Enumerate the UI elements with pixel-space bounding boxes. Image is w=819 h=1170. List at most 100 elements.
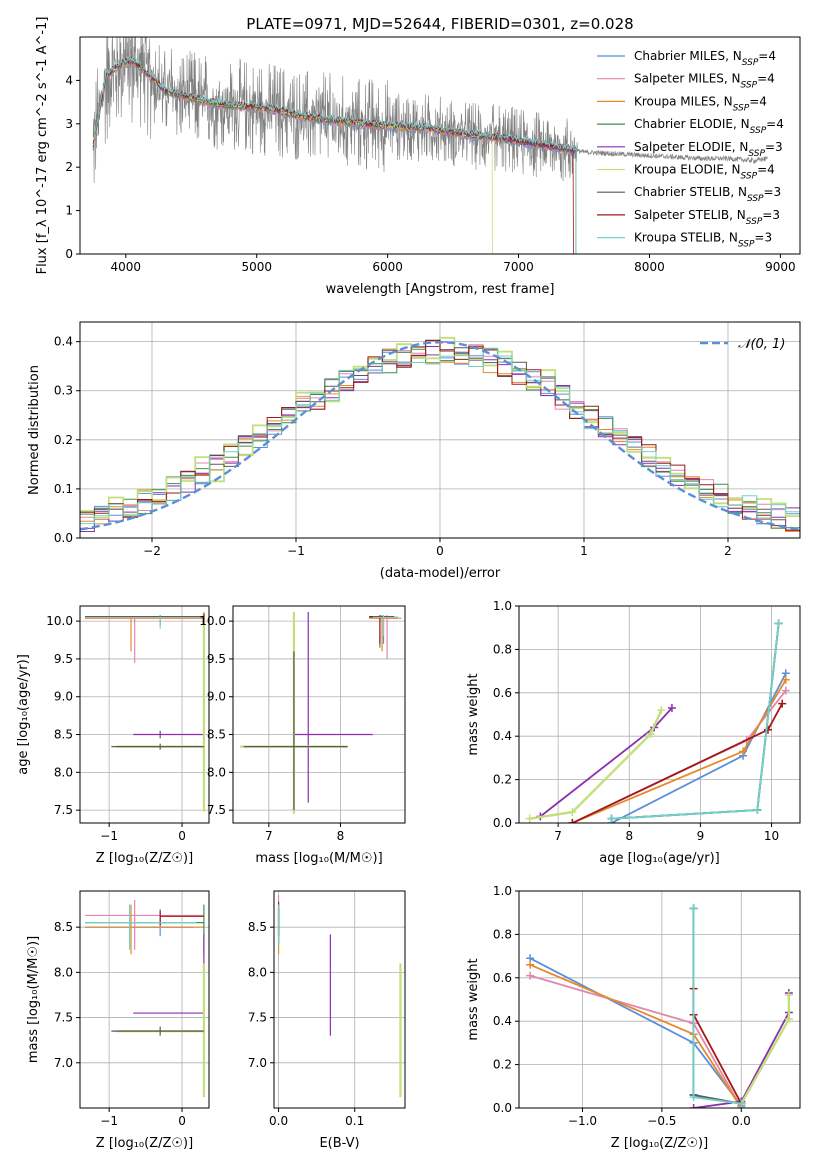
normal-curve <box>80 340 800 531</box>
legend-entry: Salpeter STELIB, NSSP=3 <box>634 208 780 227</box>
series-line-kroupa-elodie <box>529 709 663 820</box>
z-age-panel: −1 0 7.5 8.0 8.5 9.0 9.5 10.0 Z [log₁₀(Z/Z☉)] age… <box>16 605 210 866</box>
y-tick-label: 10.0 <box>46 614 73 628</box>
y-tick-label: 0.8 <box>493 642 512 656</box>
series-point-kroupa-elodie <box>784 1015 793 1024</box>
series-point-kroupa-elodie <box>646 730 655 739</box>
y-tick-label: 8.5 <box>54 920 73 934</box>
series-point-kroupa-stelib <box>607 814 616 823</box>
y-tick-label: 8.0 <box>54 765 73 779</box>
y-tick-label: 0.6 <box>493 971 512 985</box>
x-tick-label: −0.5 <box>647 1114 676 1128</box>
x-tick-label: 6000 <box>372 260 403 274</box>
x-axis-label: Z [log₁₀(Z/Z☉)] <box>96 851 193 866</box>
series-line-salpeter-miles <box>572 690 787 823</box>
series-line-kroupa-stelib <box>611 623 780 820</box>
series-line-salpeter-miles <box>529 974 743 1108</box>
series-line-chabrier-stelib <box>611 623 780 820</box>
x-tick-label: 9000 <box>765 260 796 274</box>
legend-entry: Kroupa ELODIE, NSSP=4 <box>634 163 775 182</box>
histogram-kroupa-stelib <box>80 348 800 525</box>
spectrum-panel: 4000 5000 6000 7000 8000 9000 0 1 2 3 4 wavelength … <box>35 17 801 297</box>
figure-title: PLATE=0971, MJD=52644, FIBERID=0301, z=0… <box>246 15 633 33</box>
x-tick-label: −1 <box>100 829 118 843</box>
series-line-kroupa-miles <box>529 963 743 1108</box>
x-tick-label: −1 <box>287 544 305 558</box>
legend-entry: Chabrier STELIB, NSSP=3 <box>634 185 781 204</box>
x-axis-label: age [log₁₀(age/yr)] <box>599 851 720 866</box>
legend-entry: 𝒩(0, 1) <box>738 337 785 352</box>
y-axis-label: mass weight <box>466 958 481 1040</box>
y-tick-label: 0.4 <box>493 729 512 743</box>
series-point-salpeter-stelib <box>568 819 577 823</box>
axes-frame <box>273 890 406 1109</box>
legend-entry: Kroupa STELIB, NSSP=3 <box>634 231 772 250</box>
y-tick-label: 3 <box>65 117 73 131</box>
series-point-kroupa-miles <box>781 675 790 684</box>
y-tick-label: 2 <box>65 160 73 174</box>
x-tick-label: 0 <box>436 544 444 558</box>
series-point-salpeter-miles <box>781 686 790 695</box>
x-axis-label: wavelength [Angstrom, rest frame] <box>326 282 555 297</box>
x-tick-label: 10 <box>764 829 779 843</box>
axes-frame <box>518 605 801 824</box>
x-tick-label: 8000 <box>634 260 665 274</box>
series-point-kroupa-stelib <box>689 1093 698 1102</box>
y-tick-label: 10.0 <box>199 614 226 628</box>
y-tick-label: 8.0 <box>207 765 226 779</box>
y-tick-label: 0.0 <box>493 816 512 830</box>
y-tick-label: 1.0 <box>493 884 512 898</box>
x-tick-label: 0.0 <box>269 1114 288 1128</box>
series-point-kroupa-elodie <box>657 706 666 715</box>
y-tick-label: 9.0 <box>207 690 226 704</box>
y-tick-label: 8.5 <box>54 728 73 742</box>
spectrum-legend: Chabrier MILES, NSSP=4 Salpeter MILES, NS… <box>597 49 784 250</box>
series-point-salpeter-elodie <box>667 703 676 712</box>
y-tick-label: 0 <box>65 247 73 261</box>
series-point-kroupa-stelib <box>737 1099 746 1108</box>
series-point-salpeter-stelib <box>778 699 787 708</box>
x-tick-label: 0.1 <box>345 1114 364 1128</box>
y-tick-label: 0.8 <box>493 927 512 941</box>
x-tick-label: −2 <box>143 544 161 558</box>
axes-frame <box>79 890 210 1109</box>
y-tick-label: 7.5 <box>54 803 73 817</box>
series-line-kroupa-miles <box>572 679 787 823</box>
x-tick-label: 0.0 <box>732 1114 751 1128</box>
x-tick-label: 8 <box>337 829 345 843</box>
y-axis-label: mass weight <box>466 673 481 755</box>
axes-frame <box>79 605 210 824</box>
x-tick-label: 7000 <box>503 260 534 274</box>
legend-entry: Chabrier ELODIE, NSSP=4 <box>634 117 784 136</box>
y-tick-label: 0.2 <box>493 773 512 787</box>
series-line-chabrier-miles <box>529 957 743 1107</box>
series-point-salpeter-elodie <box>689 1104 698 1108</box>
y-axis-label: Flux [f_λ 10^-17 erg cm^-2 s^-1 A^-1] <box>35 17 50 275</box>
y-tick-label: 9.0 <box>54 690 73 704</box>
y-axis-label: mass [log₁₀(M/M☉)] <box>26 936 41 1063</box>
legend-entry: Chabrier MILES, NSSP=4 <box>634 49 776 68</box>
y-tick-label: 9.5 <box>207 652 226 666</box>
mass-age-panel: 7 8 7.5 8.0 8.5 9.0 9.5 10.0 mass [log₁₀(M/M☉)] <box>199 605 406 866</box>
series-point-salpeter-miles <box>526 971 535 980</box>
y-tick-label: 1 <box>65 204 73 218</box>
model-spectrum-kroupa-stelib <box>92 56 577 254</box>
x-axis-label: (data-model)/error <box>380 566 501 581</box>
series-line-salpeter-elodie <box>539 707 673 818</box>
series-line-chabrier-elodie <box>611 623 780 820</box>
y-tick-label: 0.6 <box>493 686 512 700</box>
y-tick-label: 7.0 <box>54 1056 73 1070</box>
y-tick-label: 4 <box>65 73 73 87</box>
y-tick-label: 0.3 <box>54 384 73 398</box>
age-weight-panel: 7 8 9 10 0.0 0.2 0.4 0.6 0.8 1.0 age [log₁₀(age/yr… <box>466 599 801 866</box>
x-tick-label: 1 <box>580 544 588 558</box>
series-point-kroupa-stelib <box>753 805 762 814</box>
legend-entry: Kroupa MILES, NSSP=4 <box>634 94 767 113</box>
series-point-kroupa-stelib <box>689 904 698 913</box>
z-mass-panel: −1 0 7.0 7.5 8.0 8.5 Z [log₁₀(Z/Z☉)] mass [log₁… <box>26 890 210 1151</box>
y-tick-label: 9.5 <box>54 652 73 666</box>
y-tick-label: 0.0 <box>493 1101 512 1115</box>
x-axis-label: Z [log₁₀(Z/Z☉)] <box>611 1136 708 1151</box>
y-tick-label: 0.2 <box>54 433 73 447</box>
